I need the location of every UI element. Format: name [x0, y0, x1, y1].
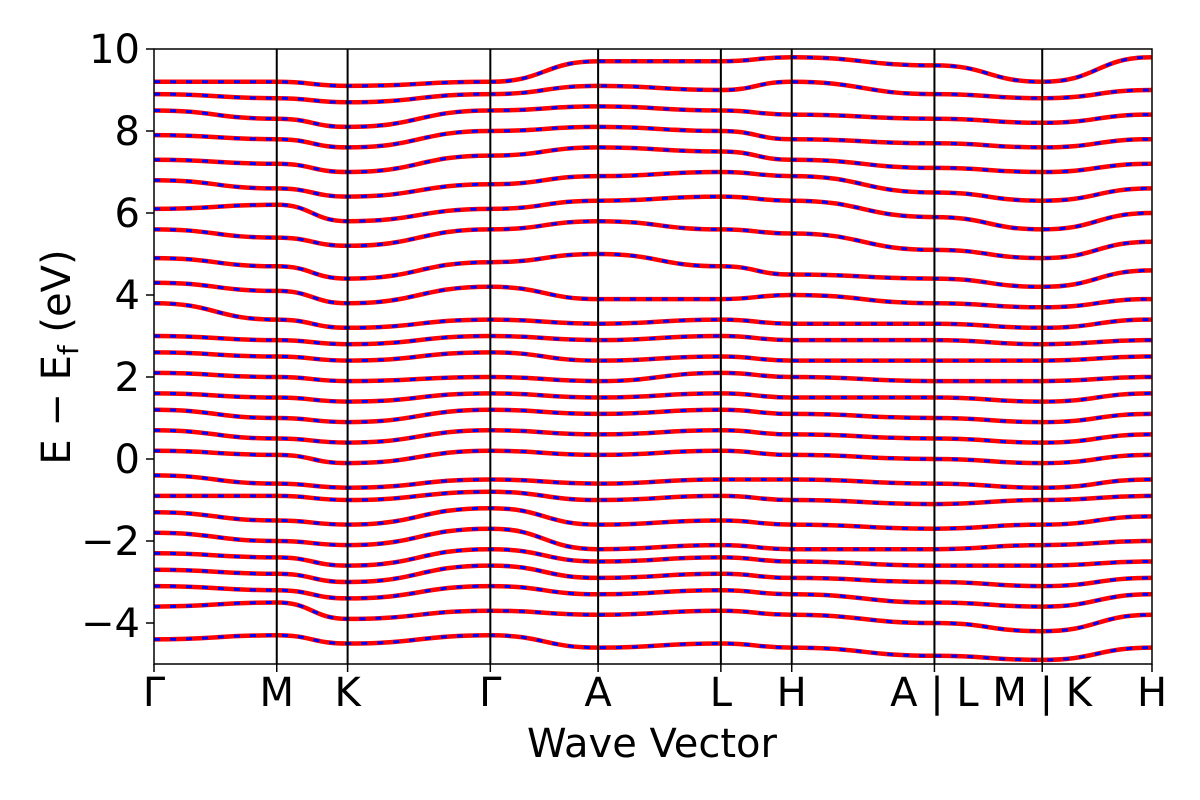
- y-tick-label-7: 8: [115, 109, 140, 155]
- band-6: [154, 526, 1152, 552]
- band-12-spin-up-line: [154, 408, 1152, 424]
- x-tick-label-2: M: [259, 670, 294, 716]
- x-tick-label-4: Γ: [479, 670, 502, 716]
- y-axis: −4 −2 0 2 4 6 8 10: [81, 27, 154, 647]
- band-4-spin-up-line: [154, 564, 1152, 588]
- y-tick-label-4: 2: [115, 355, 140, 401]
- band-2: [154, 600, 1152, 634]
- band-27: [154, 54, 1152, 89]
- band-20-spin-up-line: [154, 219, 1152, 260]
- band-13: [154, 391, 1152, 404]
- y-axis-label-main: E − E: [34, 355, 80, 465]
- plot-frame: [153, 48, 1153, 665]
- band-4: [154, 563, 1152, 589]
- band-23: [154, 145, 1152, 175]
- x-tick-label-5: A: [584, 670, 612, 716]
- band-6-spin-up-line: [154, 527, 1152, 551]
- band-22-spin-up-line: [154, 170, 1152, 203]
- band-18-spin-up-line: [154, 281, 1152, 309]
- band-16: [154, 333, 1152, 347]
- x-axis-label: Wave Vector: [527, 721, 778, 767]
- band-9: [154, 473, 1152, 490]
- band-25-spin-up-line: [154, 104, 1152, 129]
- y-tick-label-3: 0: [115, 437, 140, 483]
- band-22: [154, 169, 1152, 203]
- band-1-spin-up-line: [154, 633, 1152, 662]
- band-14: [154, 370, 1152, 384]
- band-13-spin-up-line: [154, 391, 1152, 404]
- y-tick-label-2: −2: [81, 519, 140, 565]
- y-tick-label-5: 4: [115, 273, 140, 319]
- band-19-spin-down-line: [154, 251, 1152, 290]
- band-2-spin-up-line: [154, 600, 1152, 633]
- band-17: [154, 300, 1152, 331]
- y-axis-label-subscript: f: [52, 344, 85, 355]
- band-25: [154, 104, 1152, 130]
- band-24: [154, 124, 1152, 150]
- band-1: [154, 633, 1152, 663]
- band-26: [154, 79, 1152, 105]
- x-tick-label-10: H: [1137, 670, 1167, 716]
- band-11: [154, 428, 1152, 445]
- x-tick-label-9: M | K: [992, 670, 1093, 716]
- band-22-spin-down-line: [154, 169, 1152, 203]
- band-27-spin-up-line: [154, 55, 1152, 88]
- band-5: [154, 546, 1152, 568]
- x-tick-label-6: L: [710, 670, 733, 716]
- band-7-spin-up-line: [154, 506, 1152, 531]
- band-21: [154, 194, 1152, 232]
- x-tick-label-3: K: [334, 670, 362, 716]
- x-tick-label-8: A | L: [890, 670, 979, 716]
- y-axis-label: E − Ef (eV): [34, 249, 85, 464]
- band-14-spin-up-line: [154, 371, 1152, 383]
- band-9-spin-up-line: [154, 473, 1152, 490]
- band-12: [154, 407, 1152, 425]
- band-15: [154, 350, 1152, 363]
- band-19-spin-up-line: [154, 252, 1152, 289]
- band-10: [154, 448, 1152, 466]
- band-20: [154, 218, 1152, 261]
- high-symmetry-lines: [275, 49, 1044, 664]
- band-10-spin-up-line: [154, 449, 1152, 465]
- band-19: [154, 251, 1152, 290]
- band-8-spin-up-line: [154, 490, 1152, 506]
- band-17-spin-up-line: [154, 301, 1152, 330]
- band-3-spin-down-line: [154, 583, 1152, 609]
- band-23-spin-down-line: [154, 145, 1152, 175]
- band-3-spin-up-line: [154, 584, 1152, 609]
- x-tick-label-1: Γ: [143, 670, 166, 716]
- band-1-spin-down-line: [154, 633, 1152, 663]
- band-5-spin-down-line: [154, 546, 1152, 568]
- band-21-spin-up-line: [154, 195, 1152, 231]
- band-23-spin-up-line: [154, 145, 1152, 174]
- y-axis-label-unit: (eV): [34, 249, 80, 345]
- band-8: [154, 489, 1152, 507]
- band-7: [154, 505, 1152, 531]
- band-26-spin-up-line: [154, 80, 1152, 104]
- band-5-spin-up-line: [154, 547, 1152, 568]
- band-24-spin-up-line: [154, 125, 1152, 149]
- band-11-spin-up-line: [154, 428, 1152, 445]
- y-tick-label-6: 6: [115, 191, 140, 237]
- y-tick-label-8: 10: [89, 27, 140, 73]
- band-15-spin-up-line: [154, 350, 1152, 363]
- band-lines: [154, 54, 1152, 663]
- x-tick-label-7: H: [777, 670, 807, 716]
- band-16-spin-up-line: [154, 334, 1152, 346]
- y-tick-label-1: −4: [81, 601, 140, 647]
- band-3: [154, 583, 1152, 609]
- band-18: [154, 280, 1152, 310]
